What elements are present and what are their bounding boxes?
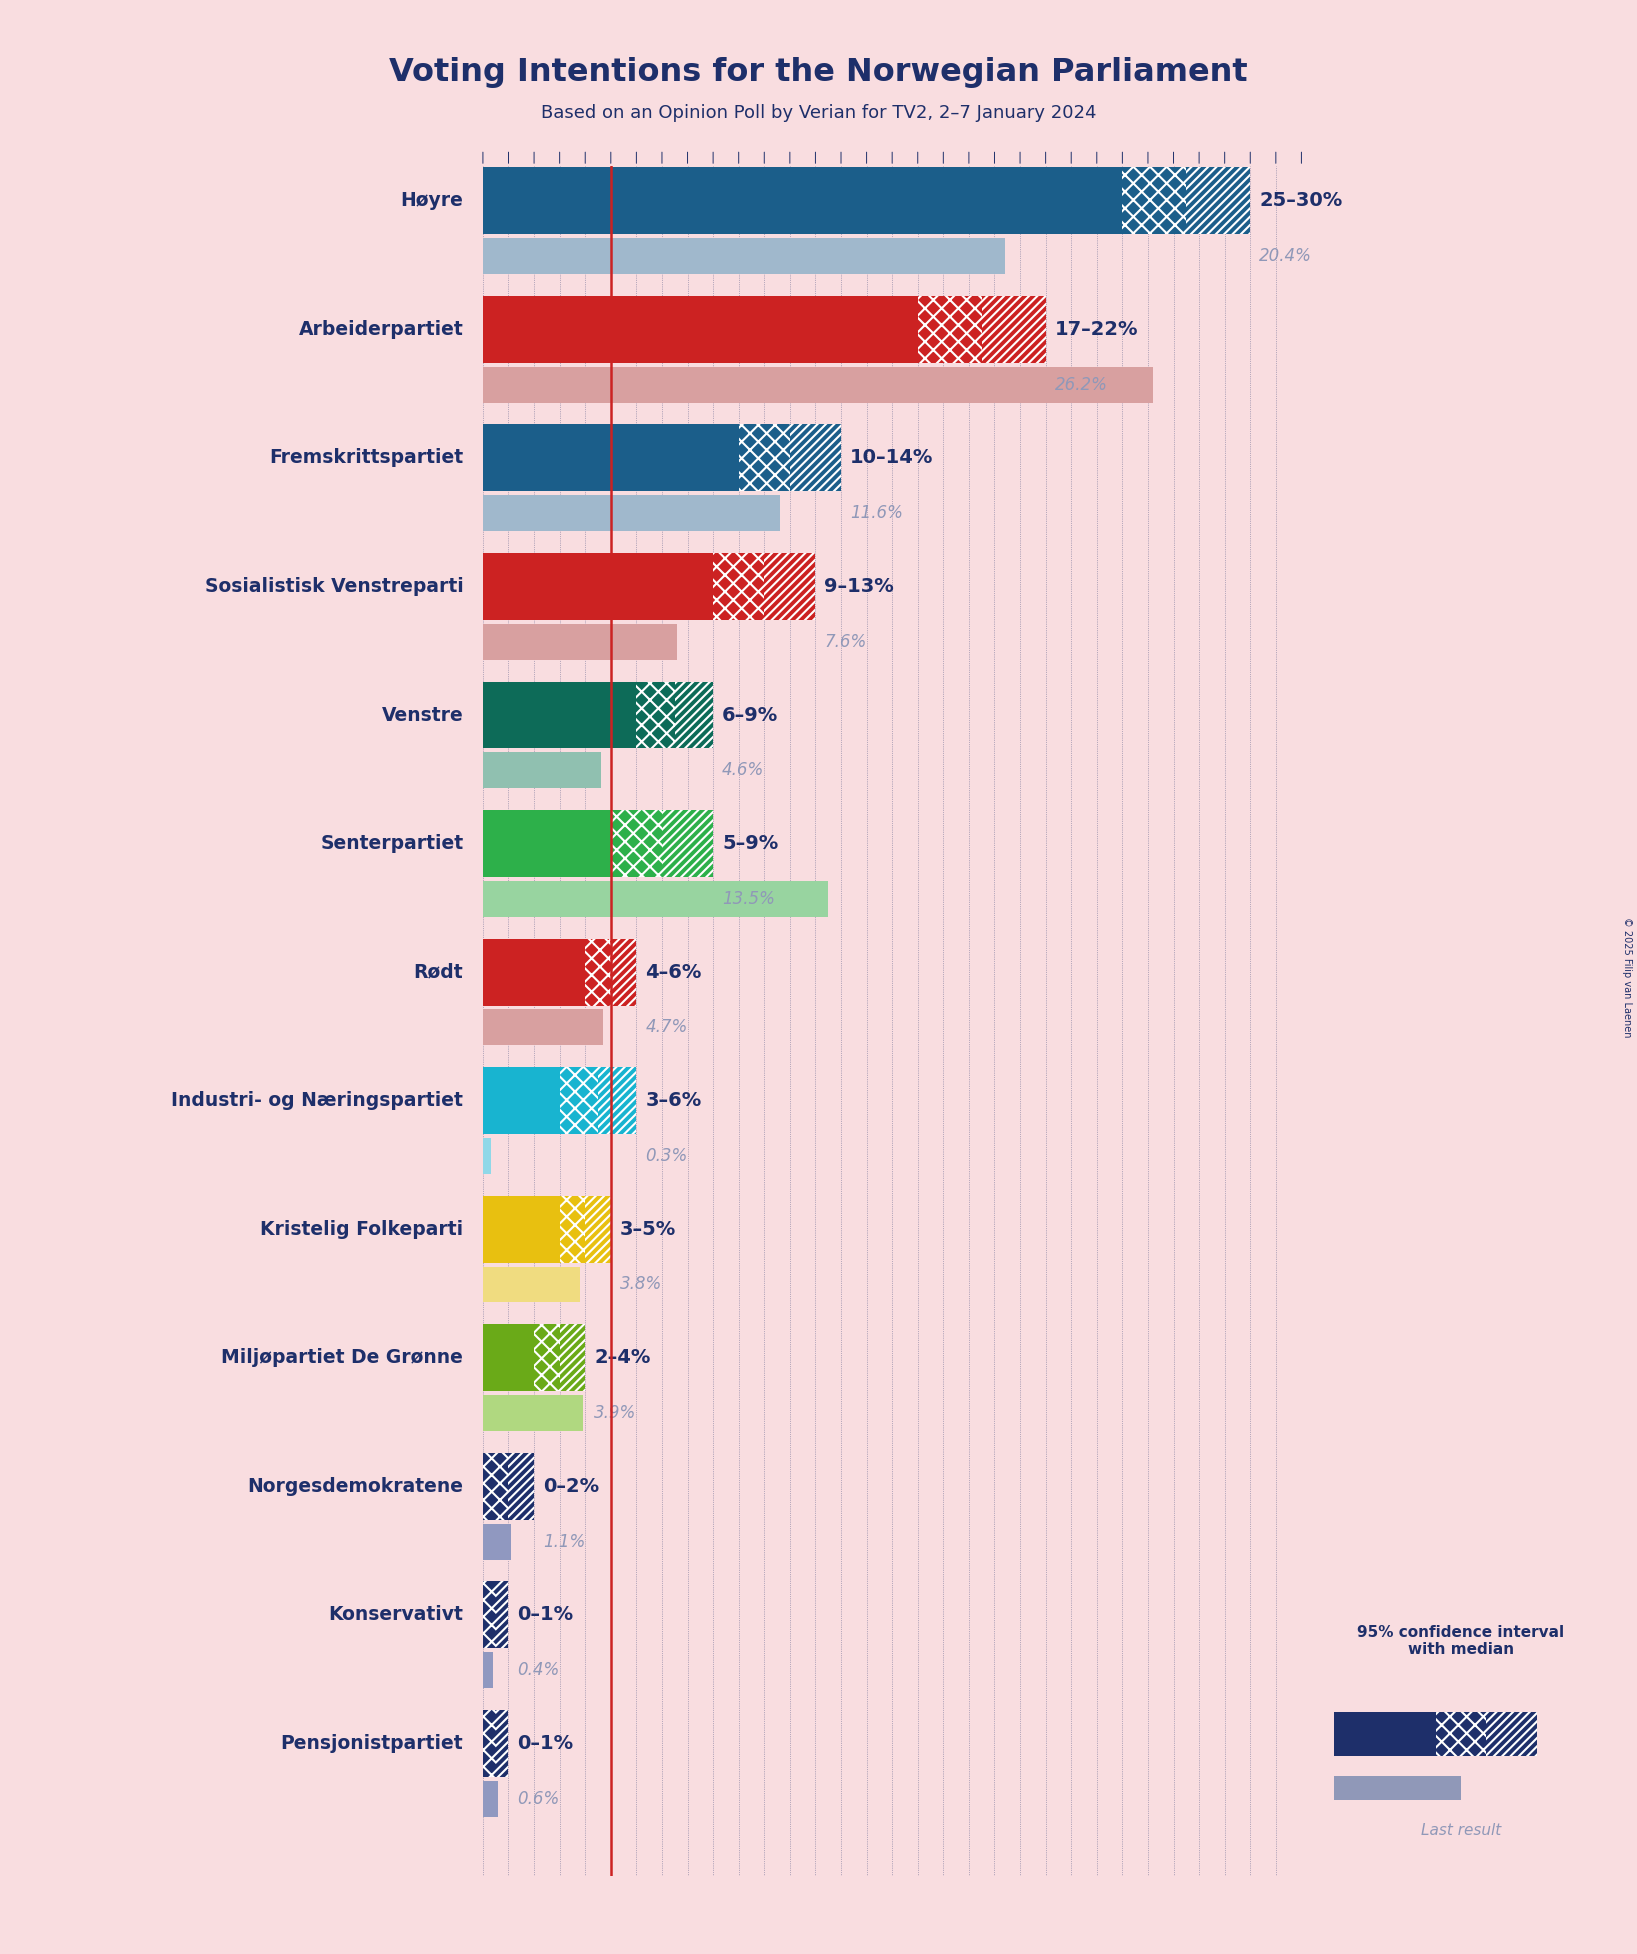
Bar [483, 424, 738, 490]
Bar [483, 1325, 534, 1391]
Bar [1486, 1712, 1537, 1757]
Bar [661, 811, 714, 877]
Text: Last result: Last result [1421, 1823, 1501, 1839]
Text: Based on an Opinion Poll by Verian for TV2, 2–7 January 2024: Based on an Opinion Poll by Verian for T… [540, 104, 1097, 123]
Text: 5–9%: 5–9% [722, 834, 778, 854]
Bar [1334, 1712, 1436, 1757]
Text: 0–1%: 0–1% [517, 1733, 573, 1753]
Text: Arbeiderpartiet: Arbeiderpartiet [298, 320, 463, 338]
Text: 17–22%: 17–22% [1054, 320, 1138, 338]
Text: Industri- og Næringspartiet: Industri- og Næringspartiet [172, 1090, 463, 1110]
Bar [483, 494, 779, 531]
Bar [611, 938, 637, 1006]
Text: 11.6%: 11.6% [850, 504, 904, 522]
Bar [789, 424, 841, 490]
Bar [738, 424, 789, 490]
Bar [483, 938, 586, 1006]
Text: 9–13%: 9–13% [825, 576, 894, 596]
Bar [483, 1137, 491, 1174]
Bar [483, 1653, 493, 1688]
Bar [560, 1325, 586, 1391]
Text: 2–4%: 2–4% [594, 1348, 650, 1368]
Text: Voting Intentions for the Norwegian Parliament: Voting Intentions for the Norwegian Parl… [390, 57, 1247, 88]
Text: 95% confidence interval
with median: 95% confidence interval with median [1357, 1624, 1565, 1657]
Bar [483, 1524, 511, 1559]
Bar [534, 1325, 560, 1391]
Bar [496, 1581, 509, 1649]
Bar [483, 367, 1152, 403]
Bar [714, 553, 764, 619]
Bar [611, 811, 661, 877]
Text: 3.9%: 3.9% [594, 1405, 637, 1423]
Bar [483, 1196, 560, 1262]
Bar [560, 1067, 598, 1133]
Bar [1123, 168, 1187, 234]
Text: 0.4%: 0.4% [517, 1661, 560, 1678]
Text: 0.3%: 0.3% [645, 1147, 688, 1165]
Bar [483, 1780, 498, 1817]
Text: 0.6%: 0.6% [517, 1790, 560, 1807]
Bar [586, 1196, 611, 1262]
Text: 3–6%: 3–6% [645, 1090, 702, 1110]
Bar [483, 168, 1123, 234]
Text: 26.2%: 26.2% [1054, 375, 1108, 393]
Text: 3–5%: 3–5% [620, 1219, 676, 1239]
Bar [496, 1710, 509, 1776]
Bar [586, 938, 611, 1006]
Text: Høyre: Høyre [401, 191, 463, 211]
Text: 20.4%: 20.4% [1259, 246, 1313, 266]
Bar [483, 1581, 496, 1649]
Bar [483, 1010, 602, 1045]
Text: Pensjonistpartiet: Pensjonistpartiet [280, 1733, 463, 1753]
Text: 10–14%: 10–14% [850, 447, 933, 467]
Bar [637, 682, 674, 748]
Text: © 2025 Filip van Laenen: © 2025 Filip van Laenen [1622, 916, 1632, 1038]
Bar [509, 1454, 534, 1520]
Text: Kristelig Folkeparti: Kristelig Folkeparti [260, 1219, 463, 1239]
Text: 13.5%: 13.5% [722, 889, 774, 909]
Text: 1.1%: 1.1% [543, 1532, 586, 1551]
Bar [483, 752, 601, 787]
Text: Miljøpartiet De Grønne: Miljøpartiet De Grønne [221, 1348, 463, 1368]
Bar [1334, 1776, 1462, 1800]
Bar [982, 295, 1046, 363]
Text: Fremskrittspartiet: Fremskrittspartiet [268, 447, 463, 467]
Text: Senterpartiet: Senterpartiet [321, 834, 463, 854]
Bar [483, 682, 637, 748]
Text: 4–6%: 4–6% [645, 963, 702, 981]
Bar [483, 811, 611, 877]
Bar [483, 238, 1005, 274]
Bar [598, 1067, 637, 1133]
Bar [674, 682, 714, 748]
Text: Sosialistisk Venstreparti: Sosialistisk Venstreparti [205, 576, 463, 596]
Text: Venstre: Venstre [381, 705, 463, 725]
Bar [483, 1710, 496, 1776]
Bar [918, 295, 982, 363]
Text: 7.6%: 7.6% [825, 633, 866, 651]
Bar [1187, 168, 1251, 234]
Bar [483, 1454, 509, 1520]
Bar [1436, 1712, 1486, 1757]
Text: Norgesdemokratene: Norgesdemokratene [247, 1477, 463, 1497]
Bar [483, 1067, 560, 1133]
Bar [483, 553, 714, 619]
Text: Konservativt: Konservativt [329, 1606, 463, 1624]
Text: 6–9%: 6–9% [722, 705, 778, 725]
Bar [483, 1266, 579, 1303]
Bar [483, 1395, 583, 1430]
Bar [483, 623, 678, 660]
Bar [560, 1196, 586, 1262]
Text: 25–30%: 25–30% [1259, 191, 1342, 211]
Text: Rødt: Rødt [414, 963, 463, 981]
Text: 4.7%: 4.7% [645, 1018, 688, 1036]
Bar [764, 553, 815, 619]
Text: 4.6%: 4.6% [722, 762, 764, 780]
Bar [483, 295, 918, 363]
Text: 3.8%: 3.8% [620, 1276, 661, 1294]
Bar [483, 881, 828, 916]
Text: 0–1%: 0–1% [517, 1606, 573, 1624]
Text: 0–2%: 0–2% [543, 1477, 599, 1497]
